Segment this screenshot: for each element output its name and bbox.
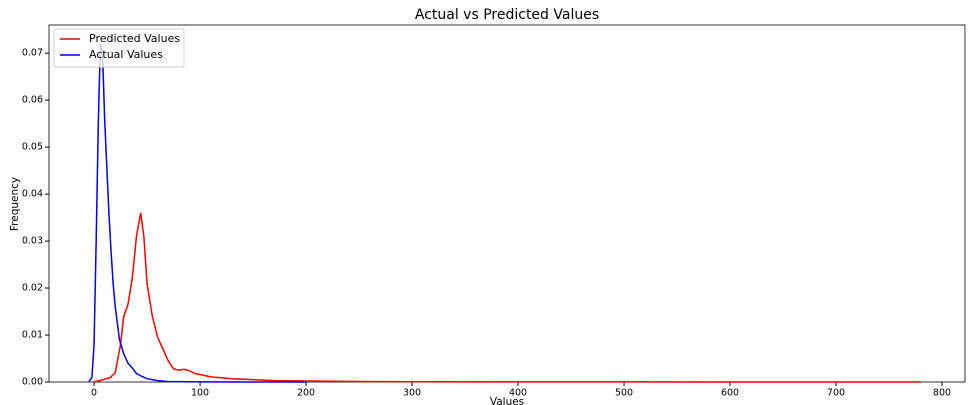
y-tick-label: 0.00 <box>22 377 43 388</box>
y-tick-label: 0.01 <box>22 330 43 341</box>
y-tick-label: 0.05 <box>22 142 43 153</box>
x-tick-label: 500 <box>615 388 633 399</box>
line <box>93 212 921 383</box>
y-tick-label: 0.04 <box>22 189 43 200</box>
y-tick-label: 0.03 <box>22 236 43 247</box>
x-tick-label: 800 <box>933 388 951 399</box>
y-axis-label: Frequency <box>9 177 21 231</box>
plot-area <box>48 24 966 383</box>
x-tick-label: 600 <box>721 388 739 399</box>
x-tick-label: 200 <box>297 388 315 399</box>
x-tick-label: 400 <box>509 388 527 399</box>
x-axis-label: Values <box>490 396 524 405</box>
legend-label: Predicted Values <box>89 32 180 45</box>
x-tick-label: 300 <box>403 388 421 399</box>
y-tick-label: 0.07 <box>22 48 43 59</box>
x-tick-label: 700 <box>827 388 845 399</box>
y-tick-label: 0.02 <box>22 283 43 294</box>
legend-label: Actual Values <box>89 48 163 61</box>
legend: Predicted Values Actual Values <box>53 28 185 68</box>
legend-box <box>53 28 185 68</box>
line <box>88 43 307 383</box>
y-tick-label: 0.06 <box>22 95 43 106</box>
chart-title: Actual vs Predicted Values <box>415 7 599 23</box>
x-tick-label: 100 <box>191 388 209 399</box>
x-tick-label: 0 <box>91 388 97 399</box>
